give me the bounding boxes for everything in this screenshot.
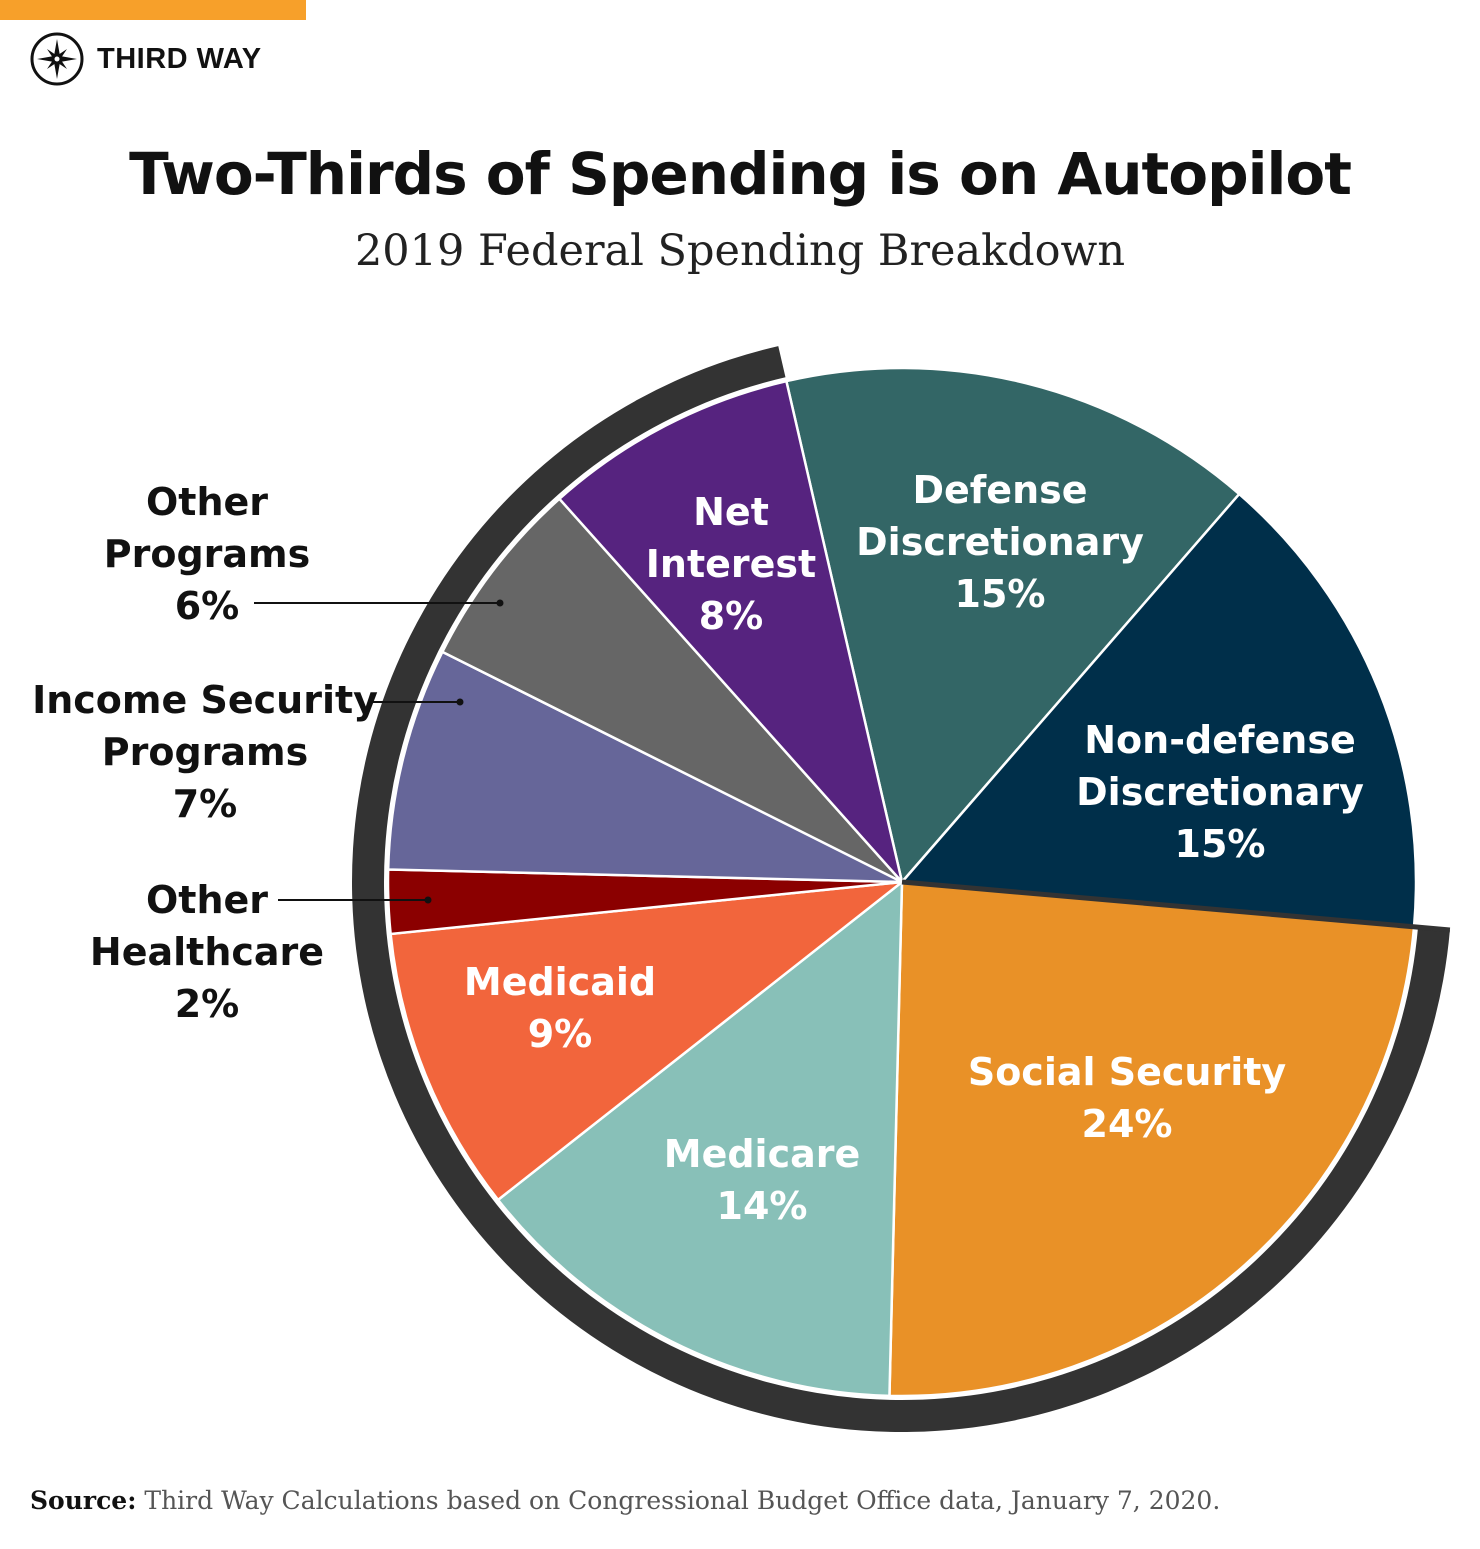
slice-label: Defense Discretionary 15% (856, 464, 1144, 620)
source-text: Third Way Calculations based on Congress… (144, 1486, 1221, 1515)
slice-label-name: Non-defense Discretionary (1076, 718, 1364, 814)
pie-slice-medicaid (389, 880, 907, 1202)
source-note: Source: Third Way Calculations based on … (30, 1486, 1220, 1515)
slice-label: Other Healthcare 2% (90, 874, 324, 1030)
pie-slice-net-interest (557, 379, 904, 883)
slice-label-value: 9% (527, 1012, 593, 1056)
pie-slice-social-security (888, 880, 1416, 1398)
pie-slice-income-security-programs (386, 650, 903, 884)
brand-name: THIRD WAY (97, 42, 262, 75)
slice-label-name: Medicare (663, 1132, 861, 1176)
slice-label: Non-defense Discretionary 15% (1076, 714, 1364, 870)
pie-slice-defense-discretionary (784, 366, 1241, 885)
slice-label-value: 24% (1081, 1102, 1173, 1146)
pie-slice-medicare (496, 879, 904, 1398)
compass-star-icon (30, 32, 84, 86)
slice-label-name: Defense Discretionary (856, 468, 1144, 564)
leader-dot (496, 599, 504, 607)
slice-label-name: Social Security (967, 1050, 1287, 1094)
slice-label-name: Net Interest (645, 490, 817, 586)
chart-title: Two-Thirds of Spending is on Autopilot (129, 140, 1352, 208)
pie-slice-other-programs (440, 497, 903, 884)
chart-subtitle: 2019 Federal Spending Breakdown (354, 226, 1126, 276)
slice-label-name: Medicaid (463, 960, 657, 1004)
slice-label-name: Other Programs (103, 480, 311, 576)
slice-label: Social Security 24% (968, 1046, 1286, 1150)
pie-slice-non-defense-discretionary (899, 492, 1418, 929)
slice-label: Medicare 14% (664, 1128, 861, 1232)
autopilot-boundary-line (901, 879, 1451, 933)
slice-label-value: 15% (1174, 822, 1266, 866)
source-label: Source: (30, 1486, 137, 1515)
leader-dot (456, 698, 464, 706)
slice-label: Medicaid 9% (464, 956, 656, 1060)
leader-dot (424, 896, 432, 904)
slice-label-value: 8% (698, 594, 764, 638)
slice-label-value: 15% (954, 572, 1046, 616)
third-way-logo: THIRD WAY (29, 31, 262, 87)
slice-label-value: 7% (172, 782, 238, 826)
accent-bar (0, 0, 306, 20)
slice-label-value: 2% (174, 982, 240, 1026)
slice-label: Other Programs 6% (104, 476, 311, 632)
slice-label-name: Income Security Programs (32, 678, 378, 774)
slice-label-value: 14% (716, 1184, 808, 1228)
slice-label: Net Interest 8% (646, 486, 816, 642)
slice-label-value: 6% (174, 584, 240, 628)
slice-label: Income Security Programs 7% (32, 674, 378, 830)
slice-label-name: Other Healthcare (89, 878, 325, 974)
